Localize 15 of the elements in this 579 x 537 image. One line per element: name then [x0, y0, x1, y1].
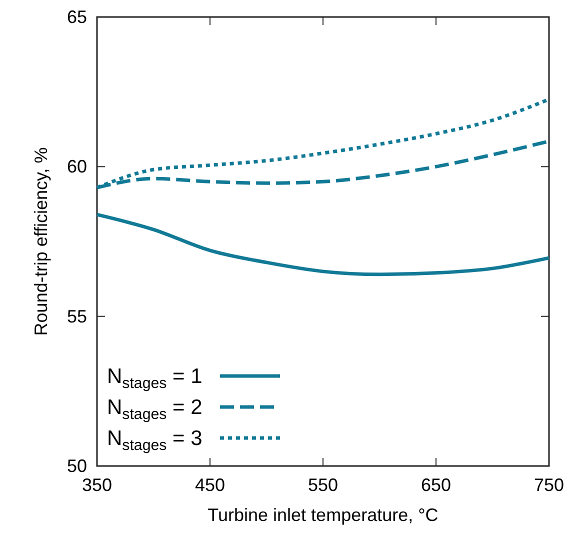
- x-tick-label: 550: [308, 475, 338, 495]
- x-tick-label: 750: [534, 475, 564, 495]
- legend-label: N$_{stages}$ = 2: [107, 396, 202, 422]
- x-tick-label: 350: [82, 475, 112, 495]
- legend-label: N$_{stages}$ = 1: [107, 365, 202, 392]
- y-tick-label: 50: [66, 456, 87, 476]
- y-tick-label: 60: [66, 156, 87, 177]
- y-tick-label: 65: [66, 7, 87, 27]
- line-series: [95, 212, 551, 276]
- x-axis-title: Turbine inlet temperature, °C: [208, 505, 438, 525]
- legend-label: N$_{stages}$ = 3: [107, 427, 202, 454]
- y-axis-title: Round-trip efficiency, %: [31, 147, 51, 336]
- x-tick-label: 450: [194, 475, 226, 495]
- x-tick-label: 650: [420, 475, 452, 495]
- y-tick-label: 55: [66, 306, 87, 326]
